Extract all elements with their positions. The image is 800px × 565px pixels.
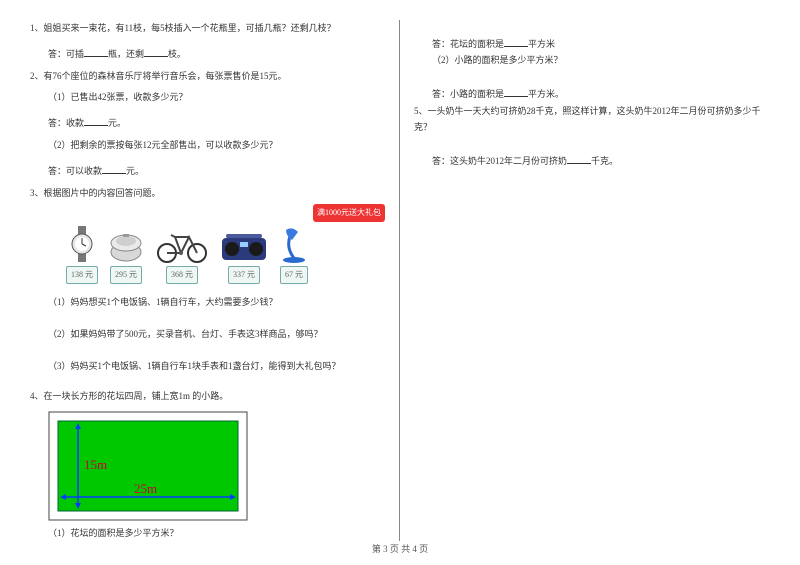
watch-icon xyxy=(68,224,96,264)
q4-a1-suf: 平方米 xyxy=(528,39,555,49)
question-4: 4、在一块长方形的花坛四周，铺上宽1m 的小路。 xyxy=(30,388,385,404)
question-3: 3、根据图片中的内容回答问题。 xyxy=(30,185,385,201)
q3-text: 根据图片中的内容回答问题。 xyxy=(44,188,161,198)
item-bike: 368 元 xyxy=(154,226,210,284)
q2-answer1: 答：收款 元。 xyxy=(30,115,385,131)
blank[interactable] xyxy=(567,153,591,164)
q4-part1: （1）花坛的面积是多少平方米？ xyxy=(30,525,385,541)
page-footer: 第 3 页 共 4 页 xyxy=(0,542,800,555)
q3-number: 3、 xyxy=(30,188,44,198)
q2-text: 有76个座位的森林音乐厅将举行音乐会，每张票售价是15元。 xyxy=(44,71,287,81)
q1-ans-suf: 枝。 xyxy=(168,49,186,59)
price-watch: 138 元 xyxy=(66,266,98,284)
blank[interactable] xyxy=(84,46,108,57)
q1-number: 1、 xyxy=(30,23,44,33)
item-radio: 337 元 xyxy=(220,232,268,284)
q1-answer: 答：可插 瓶，还剩 枝。 xyxy=(30,46,385,62)
q3-part3: （3）妈妈买1个电饭锅、1辆自行车1块手表和1盏台灯，能得到大礼包吗？ xyxy=(30,358,385,374)
question-5: 5、一头奶牛一天大约可挤奶28千克，照这样计算，这头奶牛2012年二月份可挤奶多… xyxy=(414,103,770,135)
q5-answer: 答：这头奶牛2012年二月份可挤奶 千克。 xyxy=(414,153,770,169)
q1-text: 姐姐买来一束花，有11枝，每5枝插入一个花瓶里，可插几瓶？还剩几枝？ xyxy=(44,23,336,33)
promo-banner: 满1000元送大礼包 xyxy=(313,204,385,222)
q2-a2-suf: 元。 xyxy=(126,166,144,176)
q2-part1: （1）已售出42张票，收款多少元？ xyxy=(30,89,385,105)
q4-text: 在一块长方形的花坛四周，铺上宽1m 的小路。 xyxy=(44,391,229,401)
blank[interactable] xyxy=(144,46,168,57)
shop-items: 138 元 295 元 xyxy=(48,224,385,284)
q3-part2: （2）如果妈妈带了500元，买录音机、台灯、手表这3样商品，够吗？ xyxy=(30,326,385,342)
q2-part2: （2）把剩余的票按每张12元全部售出，可以收款多少元？ xyxy=(30,137,385,153)
blank[interactable] xyxy=(102,163,126,174)
garden-w-label: 25m xyxy=(134,481,157,496)
blank[interactable] xyxy=(504,36,528,47)
price-bike: 368 元 xyxy=(166,266,198,284)
q4-a2-suf: 平方米。 xyxy=(528,89,564,99)
q4-a1-pre: 答：花坛的面积是 xyxy=(432,39,504,49)
q2-a2-pre: 答：可以收款 xyxy=(48,166,102,176)
garden-svg: 15m 25m xyxy=(48,411,248,521)
q5-text: 一头奶牛一天大约可挤奶28千克，照这样计算，这头奶牛2012年二月份可挤奶多少千… xyxy=(414,106,761,132)
radio-icon xyxy=(220,232,268,264)
q5-a-pre: 答：这头奶牛2012年二月份可挤奶 xyxy=(432,156,567,166)
question-2: 2、有76个座位的森林音乐厅将举行音乐会，每张票售价是15元。 xyxy=(30,68,385,84)
garden-h-label: 15m xyxy=(84,457,107,472)
q2-a1-suf: 元。 xyxy=(108,118,126,128)
shop-figure: 满1000元送大礼包 138 元 xyxy=(30,206,385,284)
q4-answer2: 答：小路的面积是 平方米。 xyxy=(414,86,770,102)
q4-a2-pre: 答：小路的面积是 xyxy=(432,89,504,99)
q3-part1: （1）妈妈想买1个电饭锅、1辆自行车，大约需要多少钱？ xyxy=(30,294,385,310)
left-column: 1、姐姐买来一束花，有11枝，每5枝插入一个花瓶里，可插几瓶？还剩几枝？ 答：可… xyxy=(30,20,400,541)
columns: 1、姐姐买来一束花，有11枝，每5枝插入一个花瓶里，可插几瓶？还剩几枝？ 答：可… xyxy=(30,20,770,541)
q2-number: 2、 xyxy=(30,71,44,81)
item-watch: 138 元 xyxy=(66,224,98,284)
blank[interactable] xyxy=(84,115,108,126)
q1-ans-pre: 答：可插 xyxy=(48,49,84,59)
q5-number: 5、 xyxy=(414,106,428,116)
price-lamp: 67 元 xyxy=(280,266,308,284)
garden-figure: 15m 25m xyxy=(30,411,385,521)
q2-a1-pre: 答：收款 xyxy=(48,118,84,128)
question-1: 1、姐姐买来一束花，有11枝，每5枝插入一个花瓶里，可插几瓶？还剩几枝？ xyxy=(30,20,385,36)
bike-icon xyxy=(154,226,210,264)
q4-number: 4、 xyxy=(30,391,44,401)
blank[interactable] xyxy=(504,86,528,97)
item-ricecooker: 295 元 xyxy=(108,228,144,284)
lamp-icon xyxy=(278,224,310,264)
q2-answer2: 答：可以收款 元。 xyxy=(30,163,385,179)
page: 1、姐姐买来一束花，有11枝，每5枝插入一个花瓶里，可插几瓶？还剩几枝？ 答：可… xyxy=(0,0,800,565)
ricecooker-icon xyxy=(108,228,144,264)
price-ricecooker: 295 元 xyxy=(110,266,142,284)
q5-a-suf: 千克。 xyxy=(591,156,618,166)
item-lamp: 67 元 xyxy=(278,224,310,284)
right-column: 答：花坛的面积是 平方米 （2）小路的面积是多少平方米？ 答：小路的面积是 平方米。… xyxy=(400,20,770,541)
price-radio: 337 元 xyxy=(228,266,260,284)
q4-part2: （2）小路的面积是多少平方米？ xyxy=(414,52,770,68)
q4-answer1: 答：花坛的面积是 平方米 xyxy=(414,36,770,52)
q1-ans-mid: 瓶，还剩 xyxy=(108,49,144,59)
